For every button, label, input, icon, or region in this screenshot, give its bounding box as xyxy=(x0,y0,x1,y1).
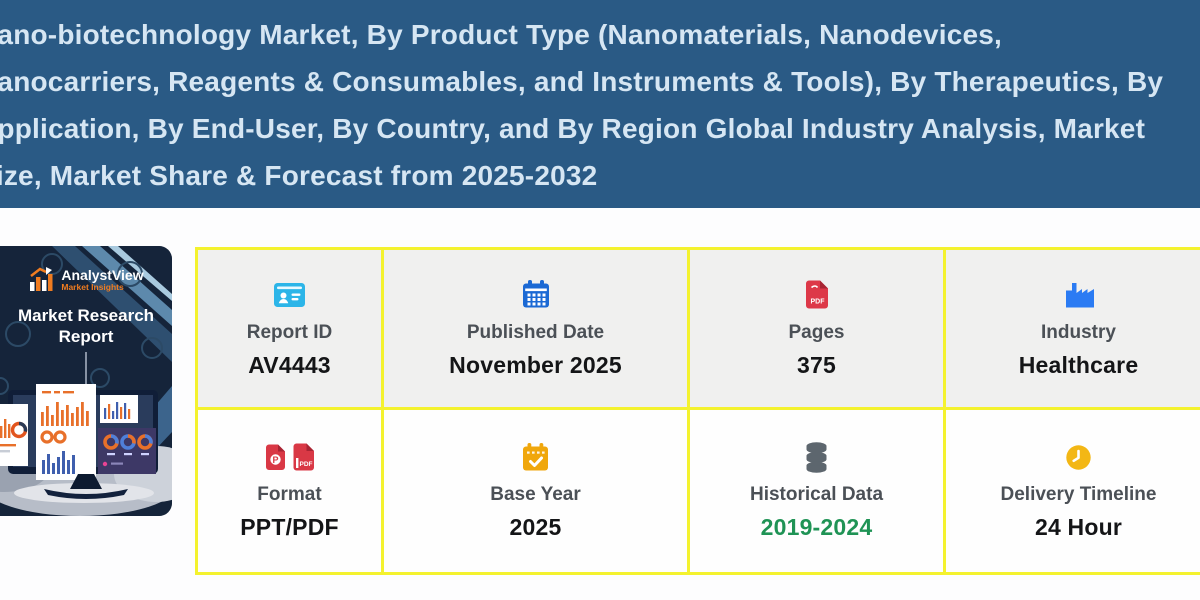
report-thumbnail[interactable]: AnalystView Market Insights Market Resea… xyxy=(0,246,172,516)
ppt-file-icon: P xyxy=(265,444,285,470)
thumbnail-caption: Market Research Report xyxy=(0,305,172,347)
calendar-icon xyxy=(522,279,550,311)
chart-panel-left xyxy=(0,404,28,466)
ppt-pdf-file-icons: P PDF xyxy=(265,441,315,473)
card-label: Format xyxy=(257,484,322,505)
page-title-line: Size, Market Share & Forecast from 2025-… xyxy=(0,160,598,191)
card-report-id: Report ID AV4443 xyxy=(198,250,381,407)
page-title-line: Nanocarriers, Reagents & Consumables, an… xyxy=(0,66,1164,97)
card-value: 2019-2024 xyxy=(760,514,873,540)
page-title: Nano-biotechnology Market, By Product Ty… xyxy=(0,0,1200,199)
card-industry: Industry Healthcare xyxy=(946,250,1200,407)
card-historical-data: Historical Data 2019-2024 xyxy=(690,410,943,572)
clock-icon xyxy=(1065,441,1092,473)
thumbnail-art xyxy=(0,246,172,516)
thumbnail-text: AnalystView Market Insights Market Resea… xyxy=(0,246,172,347)
chart-panel-purple xyxy=(98,428,156,474)
brand-logo: AnalystView Market Insights xyxy=(0,266,172,294)
brand-name: AnalystView xyxy=(61,266,144,283)
brand-tagline: Market Insights xyxy=(61,282,124,293)
card-format: P PDF Format PPT/PDF xyxy=(198,410,381,572)
card-base-year: Base Year 2025 xyxy=(384,410,687,572)
pdf-file-icon: PDF xyxy=(805,279,829,311)
factory-icon xyxy=(1064,279,1094,311)
card-label: Report ID xyxy=(246,321,333,343)
brand-bars-icon xyxy=(30,267,53,291)
card-delivery-timeline: Delivery Timeline 24 Hour xyxy=(946,410,1200,572)
page-title-line: Application, By End-User, By Country, an… xyxy=(0,113,1146,144)
thumbnail-caption-line1: Market Research xyxy=(17,306,155,325)
card-value: Healthcare xyxy=(1018,351,1139,378)
page-title-line: Nano-biotechnology Market, By Product Ty… xyxy=(0,19,1003,50)
report-title-banner: Nano-biotechnology Market, By Product Ty… xyxy=(0,0,1200,208)
card-label: Historical Data xyxy=(749,484,884,505)
calendar-check-icon xyxy=(522,441,549,473)
card-label: Published Date xyxy=(466,321,605,343)
card-label: Pages xyxy=(788,321,845,343)
pdf-file-icon: PDF xyxy=(293,443,314,471)
card-value: November 2025 xyxy=(449,351,622,378)
card-value: PPT/PDF xyxy=(240,514,339,540)
svg-text:PDF: PDF xyxy=(810,299,825,306)
card-value: AV4443 xyxy=(248,351,331,378)
card-label: Industry xyxy=(1041,321,1116,343)
card-value: 24 Hour xyxy=(1034,514,1123,540)
svg-text:PDF: PDF xyxy=(299,461,312,468)
card-value: 375 xyxy=(797,351,836,378)
card-label: Delivery Timeline xyxy=(1000,484,1157,505)
id-card-icon xyxy=(274,279,305,311)
chart-panel-topright xyxy=(100,395,138,423)
report-meta-grid: Report ID AV4443 Published Date No xyxy=(195,247,1200,575)
database-icon xyxy=(803,441,830,473)
thumbnail-caption-line2: Report xyxy=(58,327,114,346)
card-pages: PDF Pages 375 xyxy=(690,250,943,407)
svg-text:P: P xyxy=(272,455,278,465)
card-published-date: Published Date November 2025 xyxy=(384,250,687,407)
card-value: 2025 xyxy=(509,514,562,540)
card-label: Base Year xyxy=(490,484,581,505)
chart-panel-center xyxy=(36,384,96,480)
